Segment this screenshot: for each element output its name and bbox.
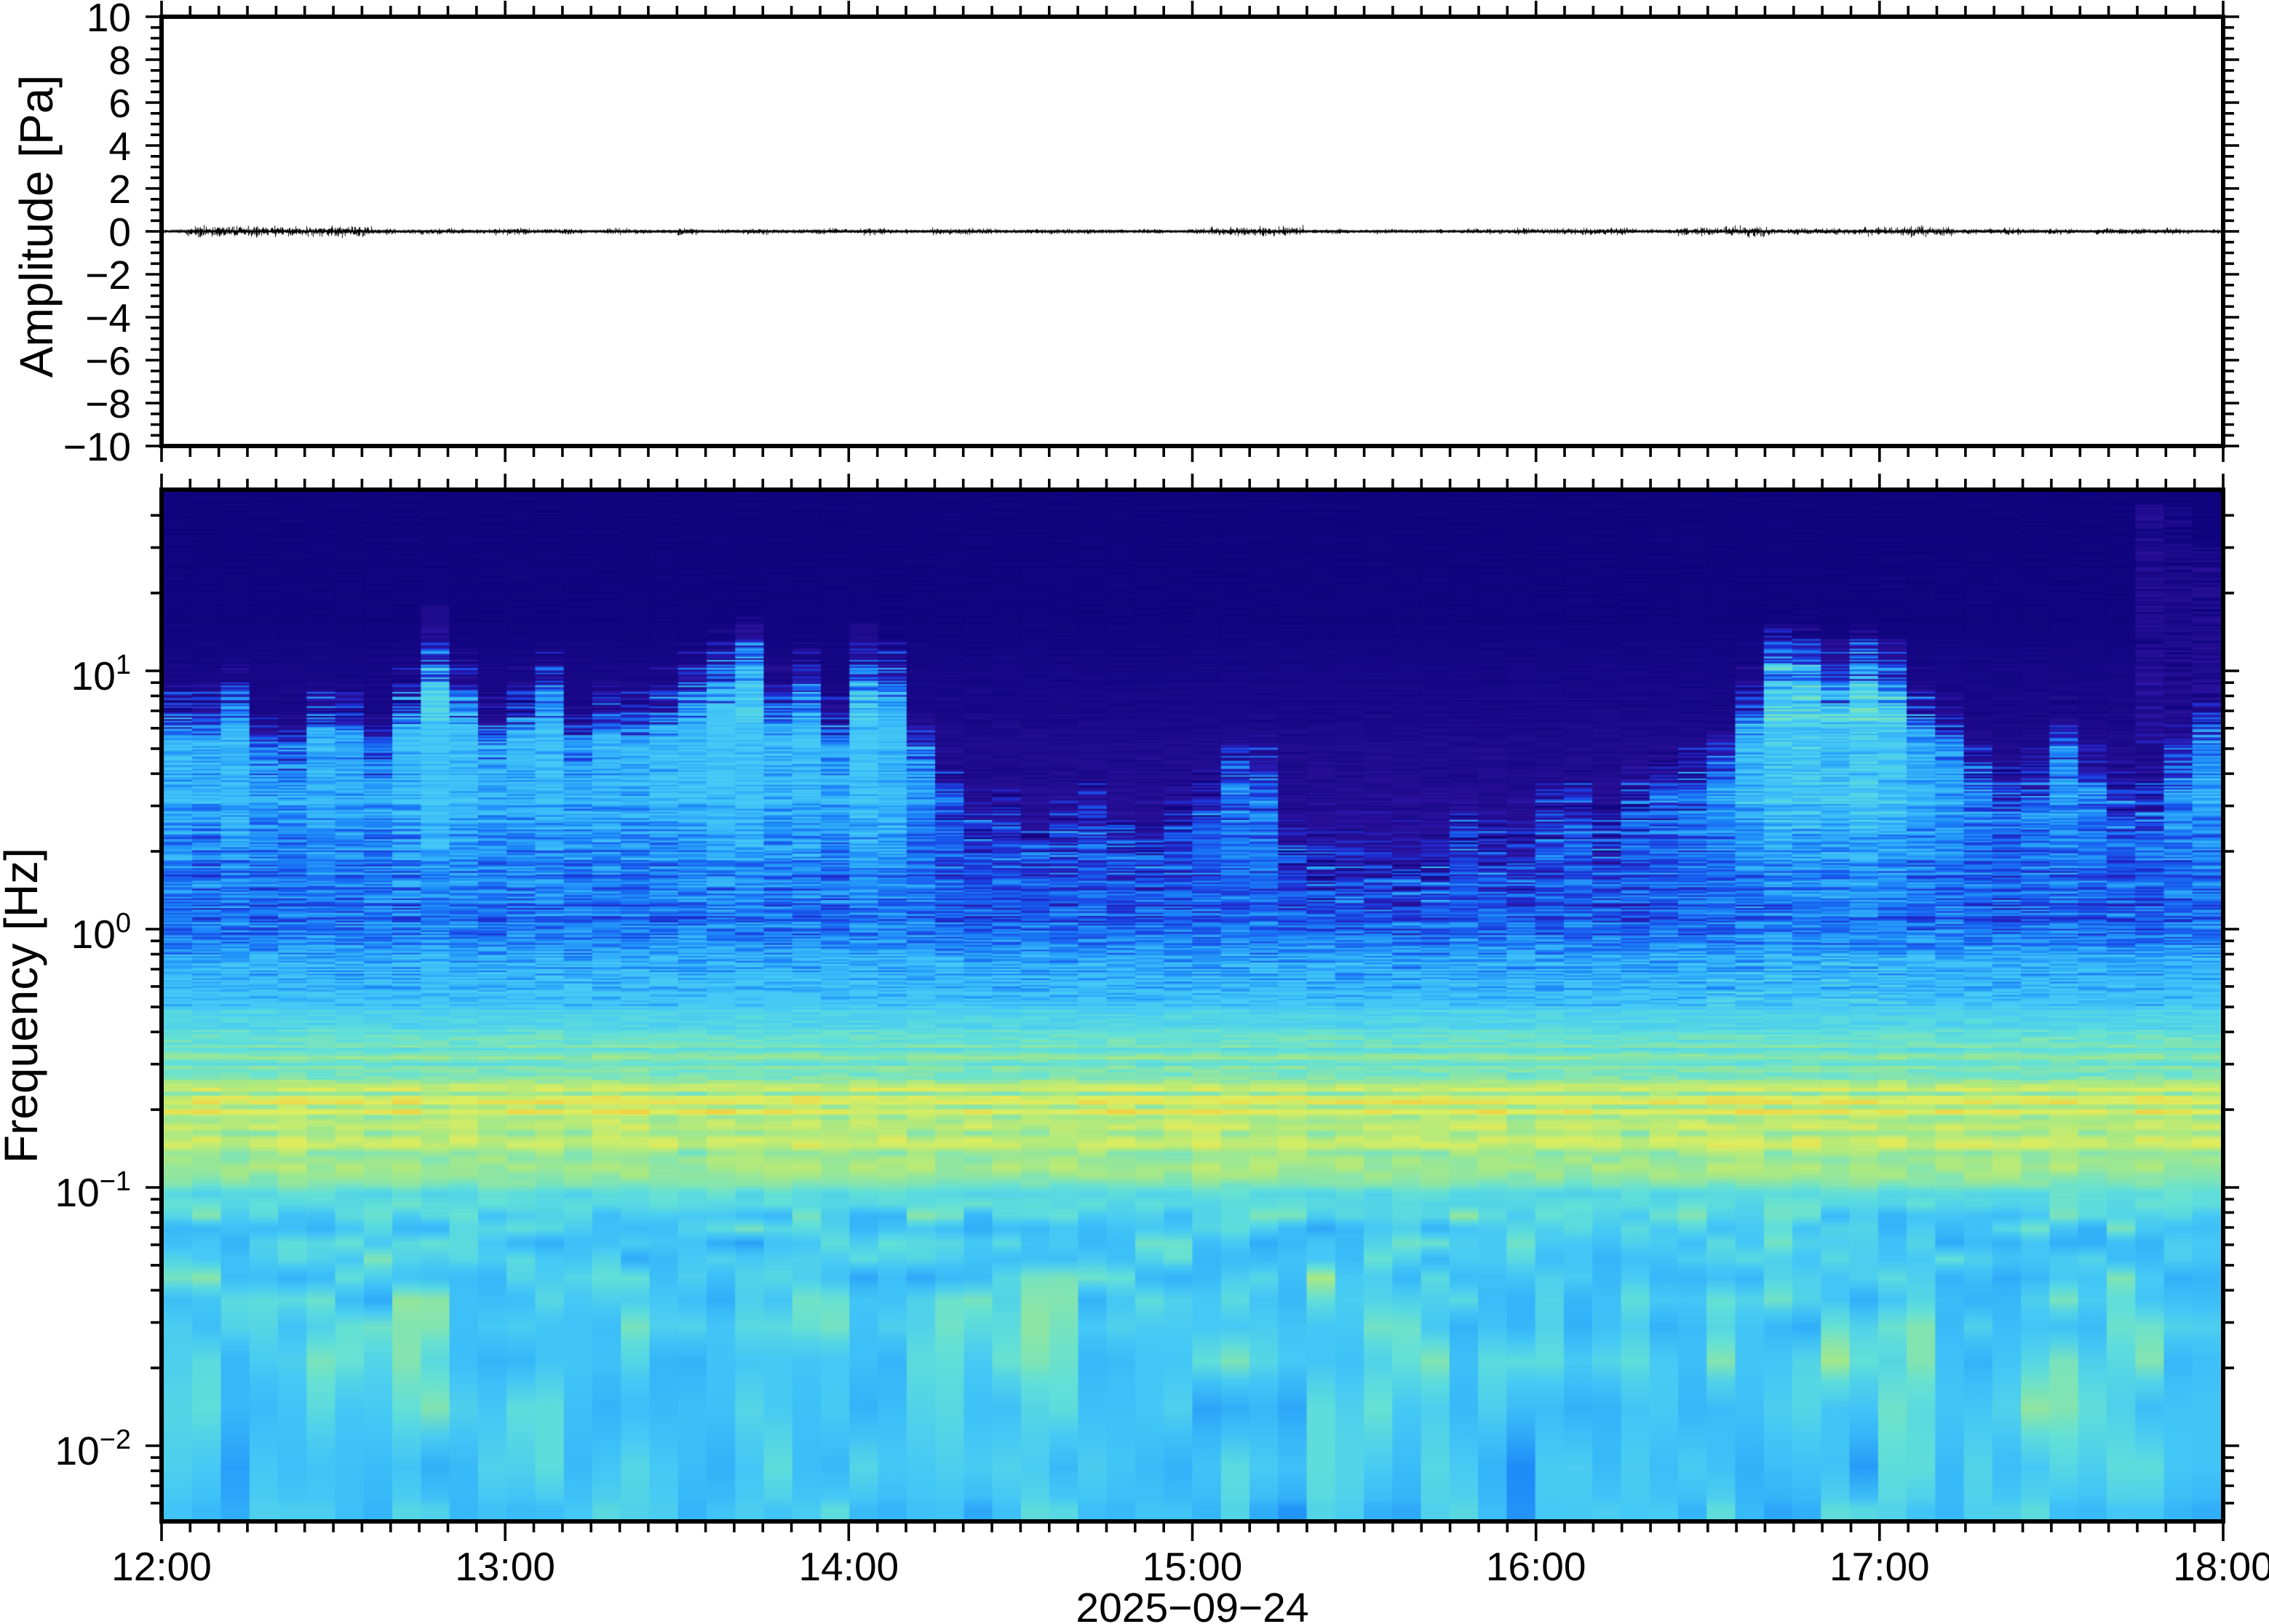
svg-text:18:00: 18:00: [2173, 1544, 2269, 1589]
svg-text:8: 8: [108, 38, 131, 83]
svg-text:2025−09−24: 2025−09−24: [1076, 1585, 1308, 1624]
svg-text:10−1: 10−1: [55, 1166, 131, 1215]
svg-text:−4: −4: [85, 295, 131, 341]
svg-text:13:00: 13:00: [455, 1544, 555, 1589]
svg-text:2: 2: [108, 167, 131, 212]
svg-text:−2: −2: [85, 252, 131, 298]
svg-text:12:00: 12:00: [111, 1544, 212, 1589]
svg-text:101: 101: [71, 650, 131, 698]
svg-text:4: 4: [108, 124, 131, 169]
svg-text:16:00: 16:00: [1486, 1544, 1586, 1589]
svg-text:15:00: 15:00: [1143, 1544, 1243, 1589]
svg-text:Frequency [Hz]: Frequency [Hz]: [0, 848, 47, 1163]
svg-text:−8: −8: [85, 381, 131, 426]
svg-text:Amplitude [Pa]: Amplitude [Pa]: [10, 75, 63, 378]
svg-text:14:00: 14:00: [799, 1544, 899, 1589]
svg-text:−10: −10: [63, 424, 131, 469]
svg-text:17:00: 17:00: [1829, 1544, 1930, 1589]
svg-text:10−2: 10−2: [55, 1425, 131, 1473]
svg-text:10: 10: [87, 0, 131, 40]
svg-text:100: 100: [71, 908, 131, 957]
svg-text:−6: −6: [85, 338, 131, 383]
svg-text:0: 0: [108, 210, 131, 255]
svg-text:6: 6: [108, 81, 131, 126]
